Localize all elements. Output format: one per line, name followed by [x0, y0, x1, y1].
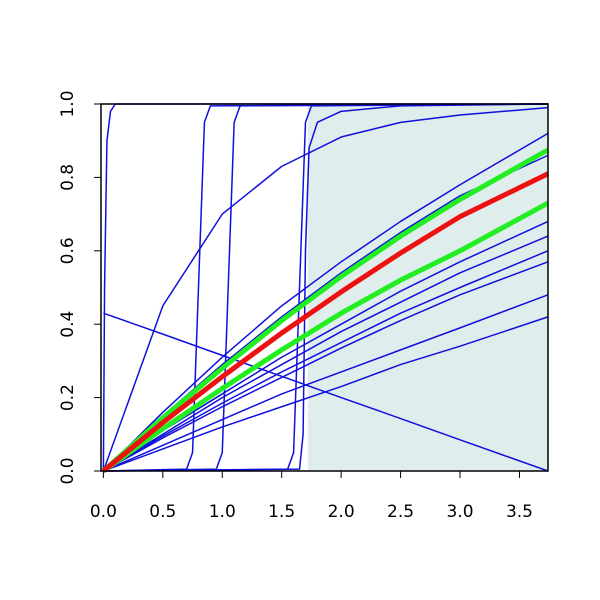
series-line — [103, 261, 549, 472]
series-line — [103, 312, 549, 472]
y-tick-label: 1.0 — [58, 90, 78, 117]
x-tick-label: 3.5 — [506, 502, 533, 522]
series-line — [103, 294, 549, 472]
y-tick-label: 0.6 — [58, 237, 78, 264]
series-line — [103, 316, 549, 472]
series-line — [103, 250, 549, 472]
x-tick-label: 3.0 — [447, 502, 474, 522]
series-line — [101, 171, 550, 473]
x-tick-label: 0.0 — [90, 502, 117, 522]
y-tick-label: 0.2 — [58, 384, 78, 411]
plot-box — [100, 103, 549, 472]
x-tick-label: 0.5 — [149, 502, 176, 522]
series-line — [103, 103, 549, 472]
series-line — [102, 235, 549, 472]
x-tick-label: 1.5 — [268, 502, 295, 522]
y-tick-label: 0.0 — [58, 457, 78, 484]
y-tick-label: 0.4 — [58, 311, 78, 338]
x-tick-label: 2.0 — [328, 502, 355, 522]
x-tick-label: 1.0 — [209, 502, 236, 522]
x-tick-label: 2.5 — [387, 502, 414, 522]
series-line — [102, 106, 549, 472]
series-line — [101, 147, 550, 473]
y-tick-label: 0.8 — [58, 164, 78, 191]
series-line — [101, 200, 550, 474]
series-line — [102, 132, 549, 472]
